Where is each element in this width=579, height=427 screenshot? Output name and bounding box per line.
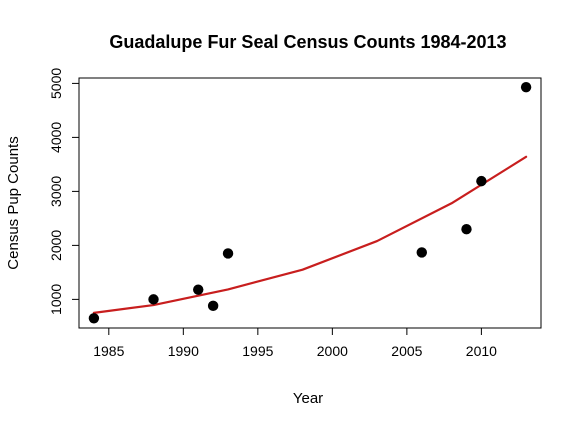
y-tick-label: 5000 [48,68,64,99]
x-axis-label: Year [293,390,323,407]
x-tick-label: 1995 [242,343,273,359]
data-point [476,175,487,187]
x-tick-label: 1985 [93,343,124,359]
data-point [207,300,219,312]
x-tick-label: 1990 [168,343,199,359]
y-tick-label: 4000 [48,122,64,153]
fitted-curve [92,155,528,314]
data-point [88,313,100,324]
x-tick-label: 2000 [317,343,348,359]
data-point [416,247,427,258]
y-axis: 1000 2000 3000 4000 5000 [48,68,80,315]
data-point [193,284,204,295]
data-point [520,81,532,93]
y-tick-label: 2000 [48,230,64,261]
x-tick-label: 2005 [391,343,422,359]
data-points-layer [88,81,532,324]
y-tick-label: 1000 [48,284,64,315]
data-point [222,248,234,259]
x-tick-label: 2010 [466,343,497,359]
chart-title: Guadalupe Fur Seal Census Counts 1984-20… [109,32,506,52]
y-axis-label: Census Pup Counts [5,136,22,269]
plot-frame [78,77,542,329]
data-point [461,223,472,235]
data-point [148,294,159,305]
x-axis: 1985 1990 1995 2000 2005 2010 [93,327,497,359]
y-tick-label: 3000 [48,176,64,207]
fitted-curve-layer [92,155,528,314]
